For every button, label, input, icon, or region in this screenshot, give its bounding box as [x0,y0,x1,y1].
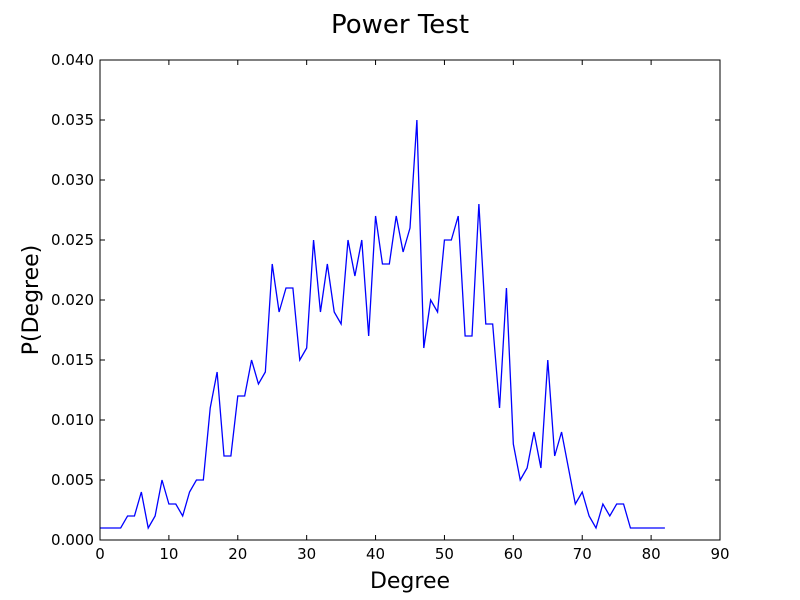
x-tick-label: 30 [297,545,316,563]
y-tick-label: 0.015 [51,351,94,369]
y-axis: 0.000 0.005 0.010 0.015 0.020 0.025 0.030 0.035… [51,51,720,549]
x-tick-label: 70 [573,545,592,563]
x-tick-label: 80 [642,545,661,563]
y-tick-label: 0.030 [51,171,94,189]
y-tick-label: 0.025 [51,231,94,249]
x-tick-label: 60 [504,545,523,563]
y-tick-label: 0.040 [51,51,94,69]
x-tick-label: 50 [435,545,454,563]
x-axis: 0 10 20 30 40 50 60 70 80 90 [95,60,730,563]
x-tick-label: 40 [366,545,385,563]
x-tick-label: 0 [95,545,105,563]
y-tick-label: 0.010 [51,411,94,429]
y-tick-label: 0.005 [51,471,94,489]
plot-area [100,119,665,530]
chart-title: Power Test [331,10,469,40]
y-axis-label: P(Degree) [19,245,44,356]
y-tick-label: 0.035 [51,111,94,129]
plot-frame [99,59,721,541]
x-tick-label: 90 [710,545,729,563]
x-tick-label: 20 [228,545,247,563]
y-tick-label: 0.000 [51,531,94,549]
series-line-0 [100,119,665,530]
x-axis-label: Degree [370,569,450,594]
y-tick-label: 0.020 [51,291,94,309]
x-tick-label: 10 [159,545,178,563]
